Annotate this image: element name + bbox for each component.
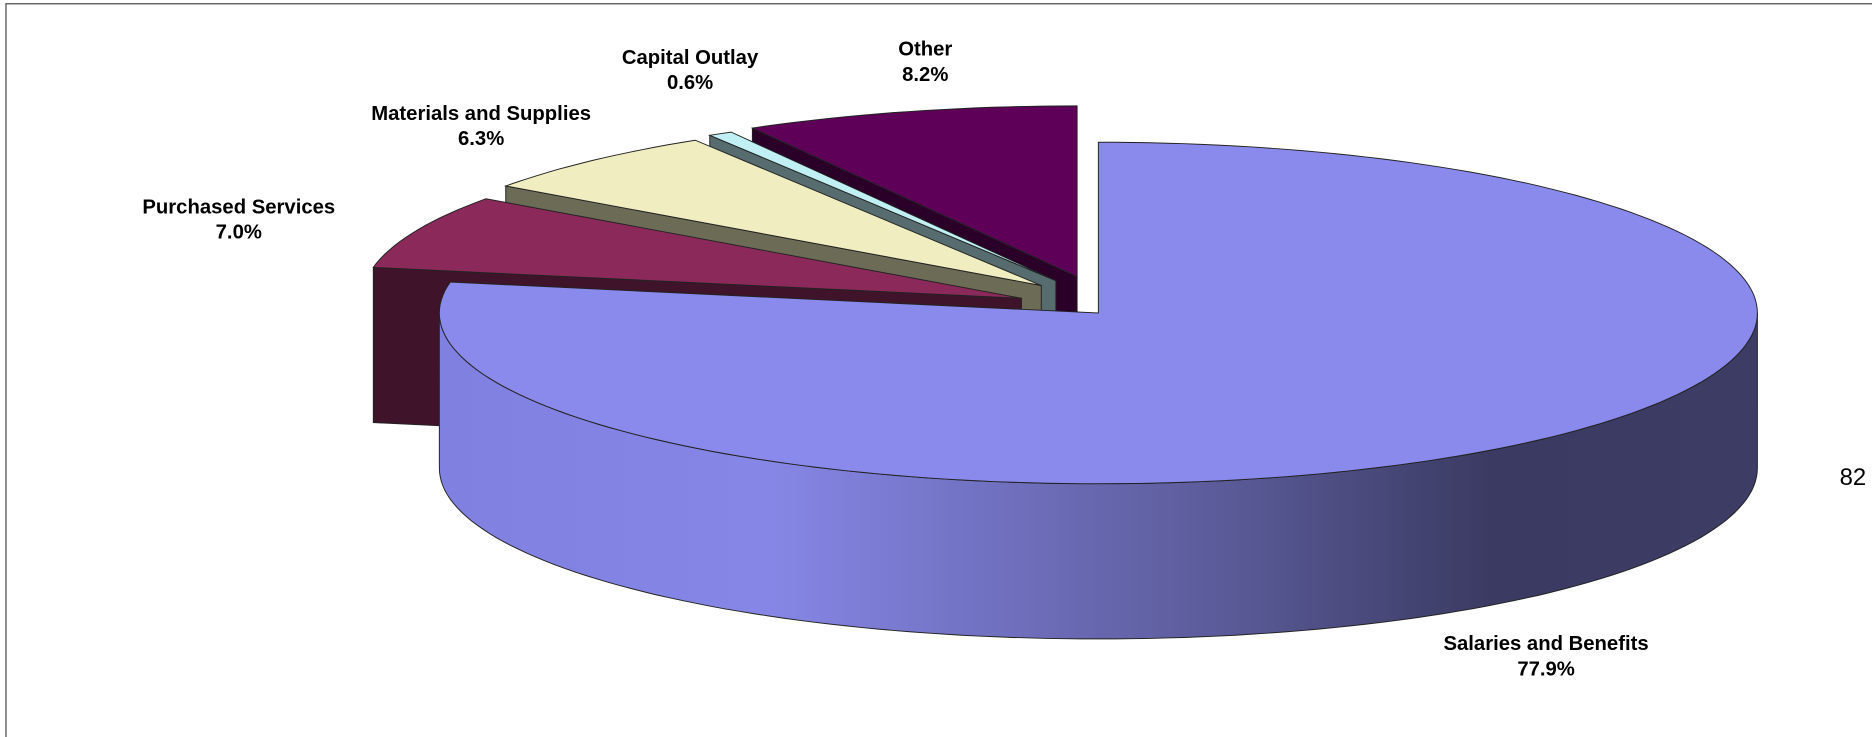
slice-label: Materials and Supplies <box>371 103 591 125</box>
slice-value-label: 8.2% <box>902 64 948 86</box>
slice <box>503 139 1042 286</box>
labels: Salaries and Benefits 77.9% Purchased Serv… <box>142 39 1648 681</box>
slice-value-label: 7.0% <box>216 221 262 243</box>
slice-label: Purchased Services <box>142 196 335 218</box>
slice-value-label: 6.3% <box>458 128 504 150</box>
slice-label: Salaries and Benefits <box>1443 633 1648 655</box>
slice <box>438 141 1758 485</box>
slice-label: Capital Outlay <box>622 47 759 69</box>
slice <box>708 131 1057 282</box>
slice-value-label: 77.9% <box>1517 658 1575 680</box>
slice-label: Other <box>898 39 952 61</box>
slice <box>372 198 1022 299</box>
page-number: 82 <box>1840 464 1867 491</box>
frame <box>5 3 1872 737</box>
pie <box>372 105 1758 640</box>
slice-value-label: 0.6% <box>667 72 713 94</box>
slice <box>750 105 1078 278</box>
